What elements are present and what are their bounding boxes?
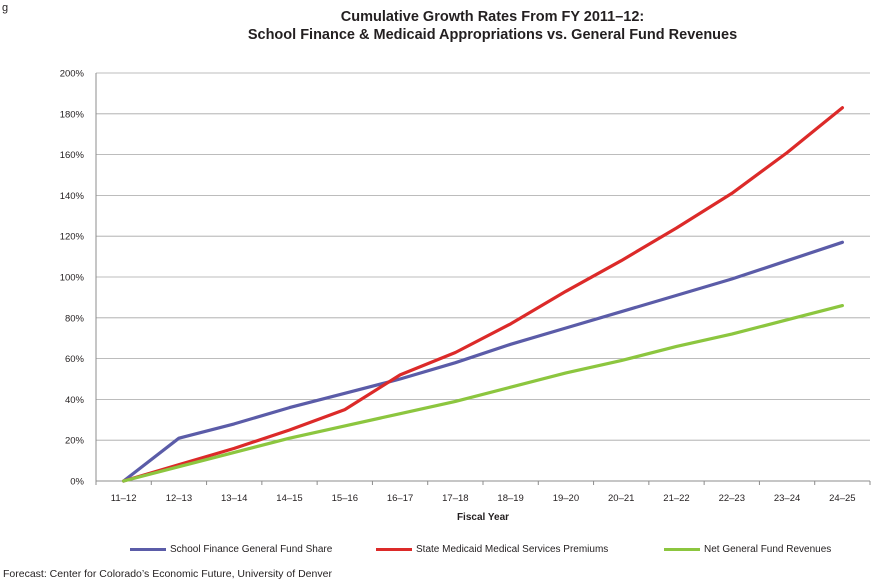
y-tick-label: 60% [65, 354, 85, 365]
legend-swatch [376, 548, 412, 551]
legend-item: Net General Fund Revenues [664, 544, 831, 555]
x-tick-label: 23–24 [774, 493, 800, 504]
chart-subtitle: School Finance & Medicaid Appropriations… [247, 27, 738, 43]
x-tick-label: 21–22 [663, 493, 689, 504]
y-tick-label: 180% [60, 109, 85, 120]
x-tick-label: 17–18 [442, 493, 468, 504]
x-tick-label: 12–13 [166, 493, 192, 504]
legend-item: School Finance General Fund Share [130, 544, 332, 555]
x-tick-label: 19–20 [553, 493, 579, 504]
legend-item: State Medicaid Medical Services Premiums [376, 544, 608, 555]
x-tick-label: 15–16 [332, 493, 358, 504]
x-tick-label: 16–17 [387, 493, 413, 504]
series-line-2 [121, 106, 845, 483]
legend-swatch [130, 548, 166, 551]
x-tick-label: 14–15 [276, 493, 302, 504]
y-tick-label: 100% [60, 273, 85, 284]
chart-title: Cumulative Growth Rates From FY 2011–12: [340, 9, 645, 25]
series-line-1 [121, 240, 845, 483]
figure-label: g [2, 2, 9, 14]
x-tick-label: 11–12 [111, 493, 137, 504]
y-tick-label: 80% [65, 313, 85, 324]
x-tick-label: 18–19 [497, 493, 523, 504]
series-line-3 [121, 304, 845, 483]
x-tick-label: 20–21 [608, 493, 634, 504]
legend-label: Net General Fund Revenues [704, 544, 832, 555]
legend-label: School Finance General Fund Share [170, 544, 333, 555]
source-note: Forecast: Center for Colorado’s Economic… [3, 568, 332, 580]
y-tick-label: 140% [60, 191, 85, 202]
x-tick-label: 13–14 [221, 493, 247, 504]
y-tick-label: 40% [65, 395, 85, 406]
y-tick-label: 0% [70, 477, 84, 488]
chart-legend: School Finance General Fund Share State M… [0, 544, 889, 560]
line-chart: 0% 20% 40% 60% 80% 100% 120% 140% 160% 180% 200% 11… [60, 69, 871, 523]
legend-label: State Medicaid Medical Services Premiums [416, 544, 609, 555]
legend-swatch [664, 548, 700, 551]
y-tick-label: 200% [60, 69, 85, 80]
x-tick-label: 24–25 [829, 493, 855, 504]
y-tick-label: 160% [60, 150, 85, 161]
y-tick-label: 120% [60, 232, 85, 243]
x-tick-label: 22–23 [719, 493, 745, 504]
y-tick-label: 20% [65, 436, 85, 447]
x-axis-title: Fiscal Year [457, 512, 509, 523]
